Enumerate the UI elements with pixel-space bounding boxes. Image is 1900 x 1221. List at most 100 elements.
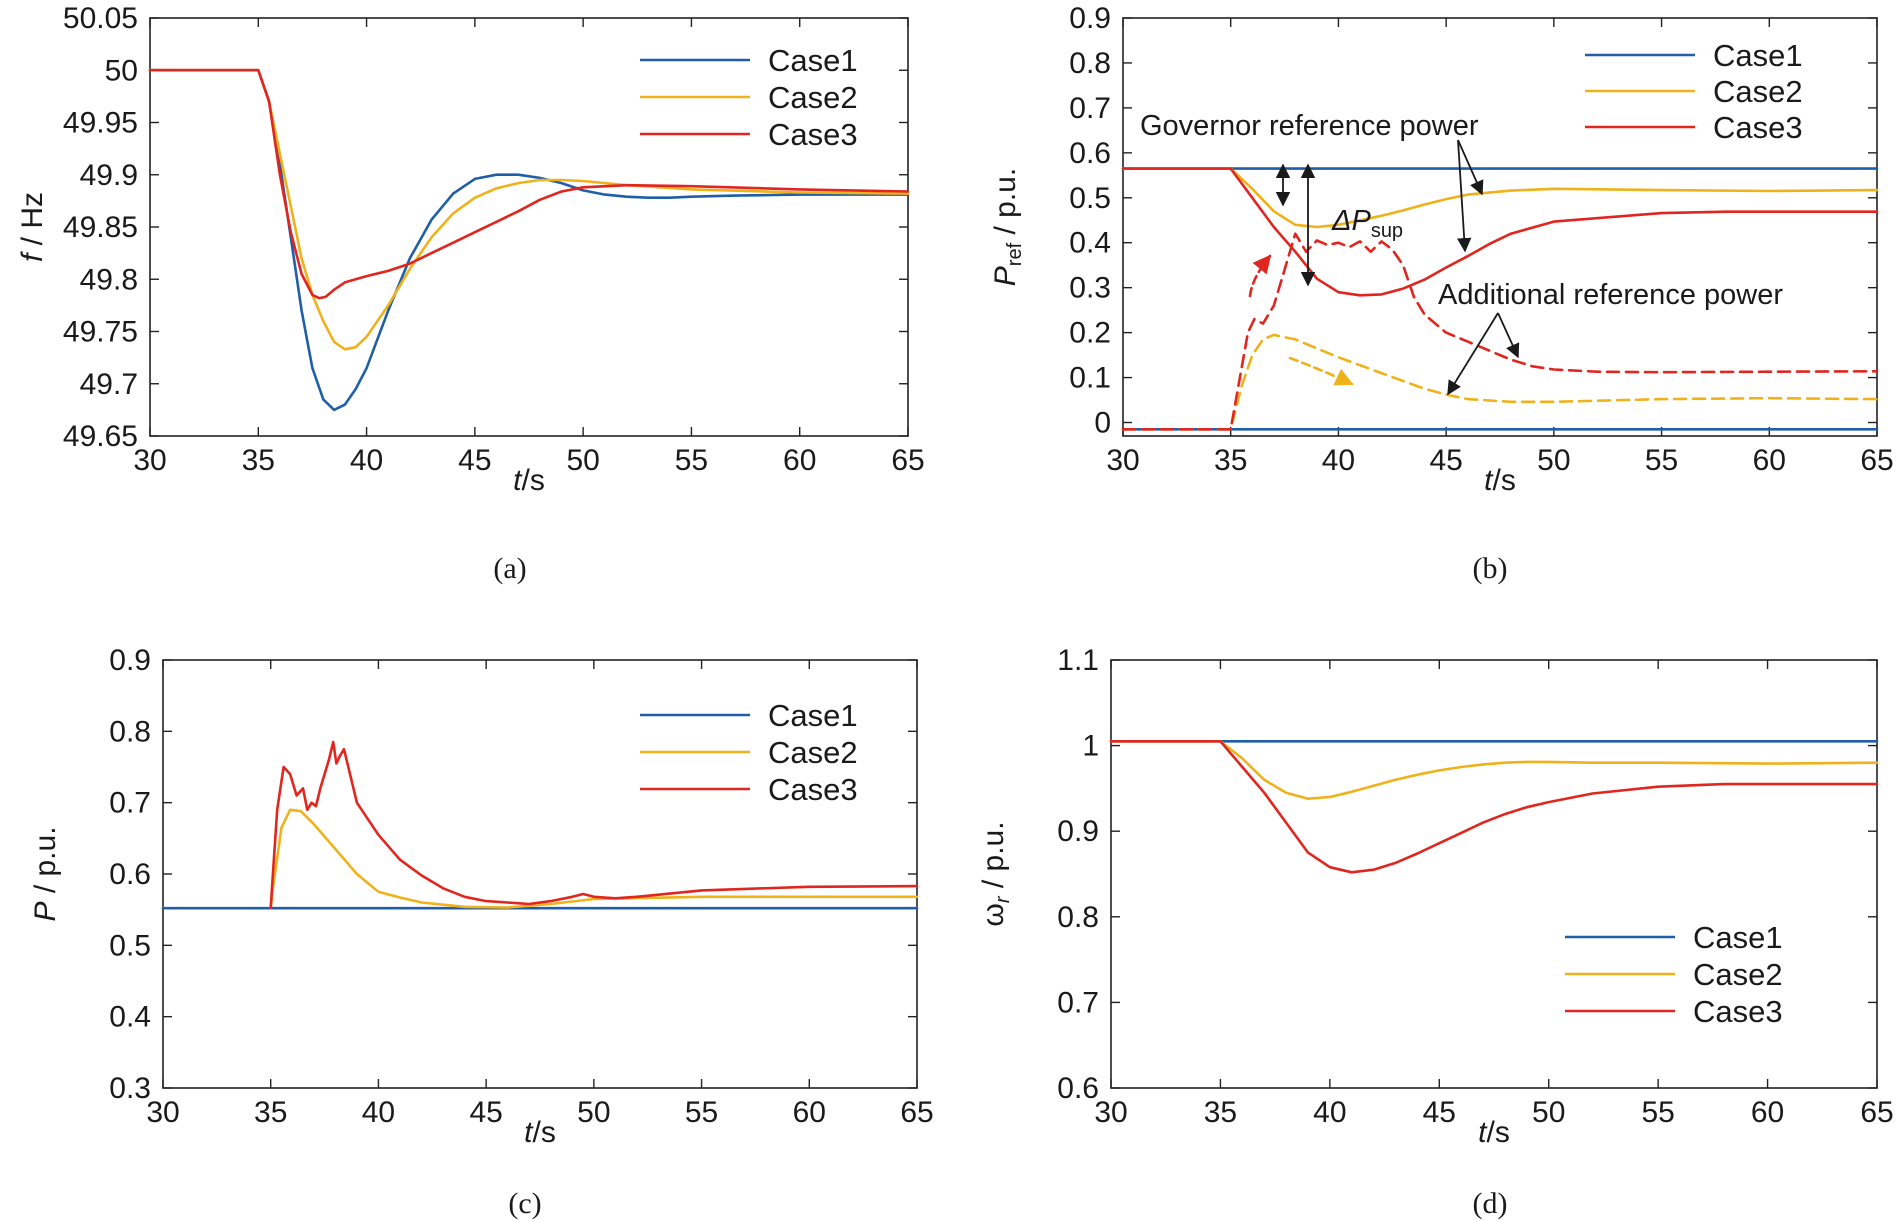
y-axis-label: Pref / p.u. bbox=[989, 168, 1026, 286]
y-axis-label-symbol: P bbox=[989, 266, 1022, 286]
y-axis-label-symbol: P bbox=[29, 902, 62, 922]
y-tick-label: 0.1 bbox=[1069, 362, 1111, 395]
x-tick-label: 65 bbox=[1860, 1096, 1893, 1129]
y-axis-label-symbol: ω bbox=[977, 903, 1010, 926]
delta-p-symbol: ΔP bbox=[1331, 205, 1371, 237]
additional-arrow-case2 bbox=[1447, 312, 1499, 396]
x-axis-label: t/s bbox=[524, 1116, 556, 1149]
plot-area bbox=[148, 68, 910, 412]
y-tick-label: 0.3 bbox=[109, 1072, 151, 1105]
series-case3 bbox=[1121, 167, 1879, 297]
y-tick-label: 0.5 bbox=[1069, 182, 1111, 215]
y-tick-label: 49.65 bbox=[63, 420, 138, 453]
series-case2 bbox=[148, 68, 910, 351]
y-tick-label: 49.8 bbox=[80, 263, 138, 296]
x-tick-label: 65 bbox=[900, 1096, 933, 1129]
legend-label-case2: Case2 bbox=[768, 80, 858, 115]
y-axis-label: ωr / p.u. bbox=[977, 821, 1014, 926]
x-tick-label: 60 bbox=[1751, 1096, 1784, 1129]
panel-a: 49.6549.749.7549.849.8549.949.955050.05 … bbox=[16, 2, 925, 585]
x-tick-label: 45 bbox=[1429, 444, 1462, 477]
y-axis-label-unit: / p.u. bbox=[29, 826, 62, 901]
x-axis-label-unit: /s bbox=[522, 464, 545, 497]
x-tick-label: 65 bbox=[1860, 444, 1893, 477]
x-tick-label: 50 bbox=[577, 1096, 610, 1129]
legend-label-case1: Case1 bbox=[768, 43, 858, 78]
series-case2 bbox=[269, 808, 919, 910]
y-tick-label: 0.8 bbox=[109, 715, 151, 748]
series-case3-additional bbox=[1121, 232, 1879, 431]
y-tick-label: 49.85 bbox=[63, 211, 138, 244]
y-tick-label: 49.95 bbox=[63, 107, 138, 140]
x-tick-label: 30 bbox=[146, 1096, 179, 1129]
caption: (c) bbox=[508, 1187, 541, 1220]
x-tick-label: 50 bbox=[1532, 1096, 1565, 1129]
x-axis-label-symbol: t bbox=[1478, 1116, 1488, 1149]
y-tick-label: 0.7 bbox=[1069, 92, 1111, 125]
series-case2 bbox=[1109, 740, 1879, 800]
y-tick-label: 0.2 bbox=[1069, 317, 1111, 350]
delta-p-sup-annotation: ΔPsup bbox=[1331, 205, 1403, 242]
plot-frame bbox=[162, 659, 918, 1089]
y-axis-label: f / Hz bbox=[16, 192, 49, 262]
x-tick-label: 55 bbox=[1645, 444, 1678, 477]
y-axis-label-subscript: ref bbox=[1004, 242, 1026, 266]
y-tick-label: 49.75 bbox=[63, 316, 138, 349]
yellow-trend-arrow bbox=[1288, 356, 1354, 386]
x-axis-label-symbol: t bbox=[524, 1116, 534, 1149]
x-tick-label: 35 bbox=[254, 1096, 287, 1129]
y-tick-label: 0.8 bbox=[1069, 47, 1111, 80]
x-axis-label: t/s bbox=[1484, 464, 1516, 497]
series-case2 bbox=[1121, 167, 1879, 229]
plot-area bbox=[1109, 740, 1879, 874]
panel-b: 0 0.1 0.2 0.3 0.4 0.5 0.6 0.7 0.8 0.9 30 35 40 45 50 5… bbox=[989, 2, 1894, 585]
annotations: Governor reference power Additional refe… bbox=[1140, 110, 1783, 396]
legend-label-case2: Case2 bbox=[1693, 957, 1783, 992]
series-case2-additional bbox=[1121, 333, 1879, 431]
y-tick-label: 0.9 bbox=[109, 644, 151, 677]
y-tick-label: 1.1 bbox=[1057, 644, 1099, 677]
x-axis-label: t/s bbox=[513, 464, 545, 497]
x-axis-label-unit: /s bbox=[1487, 1116, 1510, 1149]
x-tick-label: 40 bbox=[1313, 1096, 1346, 1129]
y-axis-label-unit: / p.u. bbox=[977, 821, 1010, 896]
y-axis-label: P / p.u. bbox=[29, 826, 62, 921]
y-tick-label: 49.7 bbox=[80, 368, 138, 401]
x-tick-label: 60 bbox=[1753, 444, 1786, 477]
x-tick-labels: 30 35 40 45 50 55 60 65 bbox=[1094, 660, 1894, 1129]
y-tick-labels: 49.65 49.7 49.75 49.8 49.85 49.9 49.95 50 50.05 bbox=[63, 2, 908, 453]
y-tick-label: 0.5 bbox=[109, 929, 151, 962]
plot-frame bbox=[149, 17, 909, 437]
y-axis-label-subscript: r bbox=[992, 895, 1014, 903]
additional-arrow-case3 bbox=[1497, 312, 1520, 359]
y-tick-label: 0.6 bbox=[1057, 1072, 1099, 1105]
y-tick-label: 49.9 bbox=[80, 159, 138, 192]
y-tick-label: 50.05 bbox=[63, 2, 138, 35]
legend-label-case3: Case3 bbox=[768, 772, 858, 807]
y-tick-label: 50 bbox=[105, 54, 138, 87]
x-tick-label: 30 bbox=[1106, 444, 1139, 477]
x-tick-label: 45 bbox=[469, 1096, 502, 1129]
red-trend-arrow bbox=[1248, 254, 1272, 298]
x-tick-label: 45 bbox=[1423, 1096, 1456, 1129]
y-tick-label: 0.4 bbox=[109, 1001, 151, 1034]
governor-arrow-case2 bbox=[1457, 139, 1484, 196]
x-tick-label: 35 bbox=[242, 444, 275, 477]
legend-label-case3: Case3 bbox=[1693, 994, 1783, 1029]
caption: (a) bbox=[493, 552, 526, 585]
y-axis-label-unit: / Hz bbox=[16, 192, 49, 254]
x-tick-label: 35 bbox=[1204, 1096, 1237, 1129]
y-tick-label: 0.6 bbox=[109, 858, 151, 891]
x-tick-label: 55 bbox=[685, 1096, 718, 1129]
x-tick-label: 40 bbox=[1322, 444, 1355, 477]
x-tick-label: 30 bbox=[133, 444, 166, 477]
additional-annotation: Additional reference power bbox=[1438, 279, 1783, 311]
plot-area bbox=[1121, 167, 1879, 431]
x-tick-label: 65 bbox=[891, 444, 924, 477]
plot-frame bbox=[1122, 17, 1878, 437]
legend-label-case1: Case1 bbox=[1693, 920, 1783, 955]
